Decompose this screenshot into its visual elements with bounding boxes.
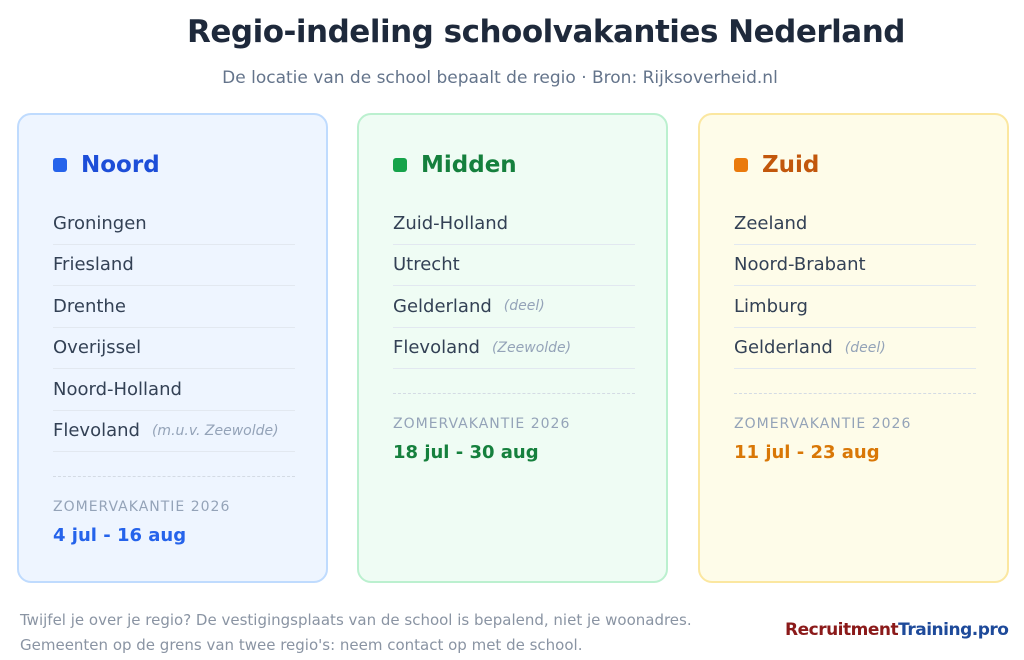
- province-name: Limburg: [734, 295, 808, 317]
- region-icon: [53, 158, 67, 172]
- region-header: Noord: [53, 151, 160, 179]
- divider: [734, 393, 976, 394]
- summer-label: ZOMERVAKANTIE 2026: [393, 416, 571, 432]
- region-name: Midden: [421, 152, 517, 178]
- province-item: Utrecht: [393, 245, 635, 286]
- footer-line: Twijfel je over je regio? De vestigingsp…: [20, 611, 692, 629]
- region-name: Zuid: [762, 152, 820, 178]
- summer-label: ZOMERVAKANTIE 2026: [53, 499, 231, 515]
- region-header: Zuid: [734, 151, 819, 179]
- logo-part: Recruitment: [785, 620, 899, 640]
- province-item: Overijssel: [53, 328, 295, 369]
- divider: [53, 476, 295, 477]
- province-item: Zeeland: [734, 203, 976, 245]
- divider: [393, 393, 635, 394]
- province-name: Zuid-Holland: [393, 212, 509, 234]
- province-item: Gelderland (deel): [393, 286, 635, 328]
- province-list: Zuid-Holland Utrecht Gelderland (deel) Flevo…: [393, 203, 635, 463]
- province-name: Utrecht: [393, 254, 460, 276]
- province-note: (Zeewolde): [491, 339, 572, 356]
- province-note: (m.u.v. Zeewolde): [151, 422, 279, 439]
- region-icon: [734, 158, 748, 172]
- province-item: Gelderland (deel): [734, 328, 976, 369]
- region-header: Midden: [393, 151, 517, 179]
- province-item: Limburg: [734, 286, 976, 328]
- title: Regio-indeling schoolvakanties Nederland: [187, 14, 905, 50]
- summer-dates: 18 jul - 30 aug: [393, 442, 539, 463]
- province-note: (deel): [844, 339, 886, 356]
- province-name: Overijssel: [53, 337, 142, 359]
- province-name: Noord-Brabant: [734, 254, 866, 276]
- province-item: Drenthe: [53, 286, 295, 328]
- province-name: Flevoland: [393, 337, 480, 359]
- province-name: Gelderland: [734, 337, 833, 359]
- province-name: Flevoland: [53, 420, 140, 442]
- province-list: Zeeland Noord-Brabant Limburg Gelderland (de…: [734, 203, 976, 463]
- province-item: Flevoland (Zeewolde): [393, 328, 635, 369]
- province-name: Gelderland: [393, 295, 492, 317]
- region-name: Noord: [81, 152, 160, 178]
- summer-dates: 11 jul - 23 aug: [734, 442, 880, 463]
- footer-line: Gemeenten op de grens van twee regio's: …: [20, 636, 583, 654]
- logo: RecruitmentTraining.pro: [785, 620, 1009, 640]
- region-icon: [393, 158, 407, 172]
- province-name: Friesland: [53, 254, 134, 276]
- province-name: Drenthe: [53, 295, 126, 317]
- subtitle: De locatie van de school bepaalt de regi…: [222, 68, 778, 88]
- province-note: (deel): [503, 298, 545, 315]
- region-card: Zuid Zeeland Noord-Brabant Limburg Gelderlan…: [698, 113, 1009, 583]
- province-list: Groningen Friesland Drenthe Overijssel Noord…: [53, 203, 295, 546]
- footer: Twijfel je over je regio? De vestigingsp…: [20, 608, 692, 658]
- summer-dates: 4 jul - 16 aug: [53, 525, 187, 546]
- province-item: Noord-Brabant: [734, 245, 976, 286]
- province-name: Noord-Holland: [53, 378, 182, 400]
- province-item: Flevoland (m.u.v. Zeewolde): [53, 411, 295, 452]
- region-card: Midden Zuid-Holland Utrecht Gelderland (deel…: [357, 113, 668, 583]
- province-item: Friesland: [53, 245, 295, 286]
- province-item: Groningen: [53, 203, 295, 245]
- province-item: Zuid-Holland: [393, 203, 635, 245]
- province-name: Groningen: [53, 212, 147, 234]
- summer-label: ZOMERVAKANTIE 2026: [734, 416, 912, 432]
- province-item: Noord-Holland: [53, 369, 295, 411]
- province-name: Zeeland: [734, 212, 808, 234]
- logo-part: Training.pro: [898, 620, 1009, 640]
- region-card: Noord Groningen Friesland Drenthe Overijssel…: [17, 113, 328, 583]
